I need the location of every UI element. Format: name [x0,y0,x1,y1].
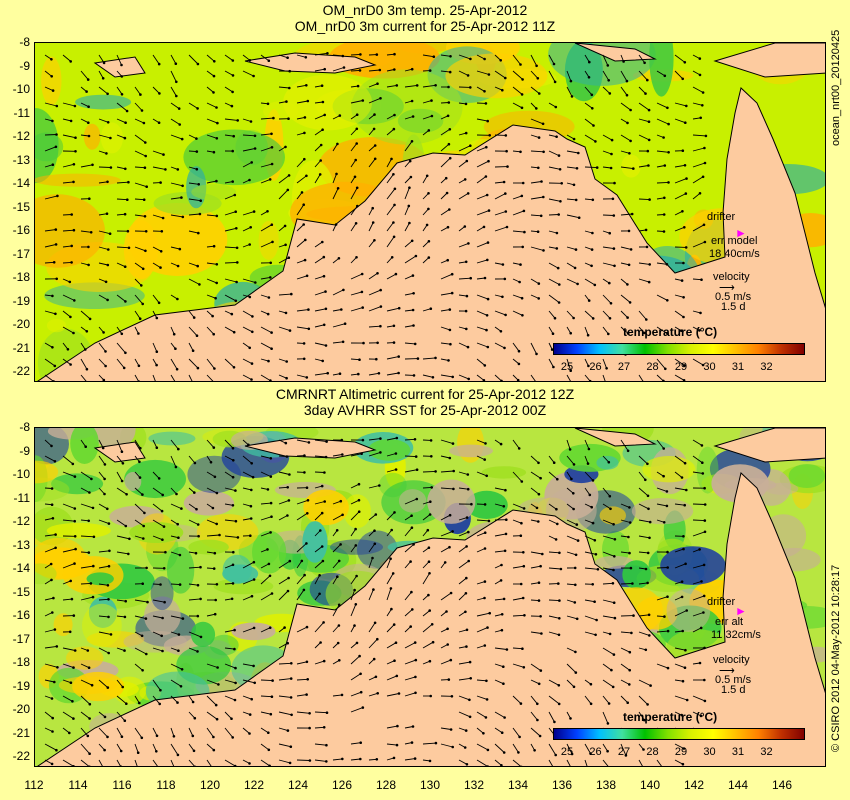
bottom-err-label: err alt [715,616,744,628]
colorbar-tick-label: 26 [589,746,602,758]
y-tick-label: -17 [12,631,30,646]
y-tick-label: -20 [12,702,30,716]
y-tick-label: -12 [12,129,30,143]
x-tick-label: 144 [727,778,749,792]
colorbar-tick-label: 31 [731,746,745,758]
colorbar-tick-label: 29 [674,361,688,373]
top-title-line2: OM_nrD0 3m current for 25-Apr-2012 11Z [294,18,556,34]
colorbar-tick-label: 29 [674,746,688,758]
y-tick-label: -18 [12,270,30,284]
x-tick-label: 140 [639,778,661,792]
bottom-map-panel: drifter ► err alt 11 32cm/s velocity ⟶ 0… [34,427,826,767]
y-tick-label: -18 [12,655,30,669]
colorbar-tick-label: 30 [703,746,716,758]
y-tick-label: -10 [12,82,30,96]
top-map-panel: drifter ► err model 18 40cm/s velocity ⟶… [34,42,826,382]
x-tick-label: 142 [683,778,705,792]
x-tick-label: 126 [331,778,353,792]
y-tick-label: -22 [12,364,30,378]
top-velocity-value: 0.5 m/s [715,291,752,303]
top-colorbar-title: temperature (°C) [623,325,718,339]
y-tick-label: -15 [12,199,30,214]
x-tick-label: 124 [287,778,309,792]
drifter-marker-icon: ► [735,604,747,618]
y-tick-label: -11 [13,490,30,505]
x-tick-label: 134 [507,778,529,792]
x-tick-label: 122 [243,778,265,792]
colorbar-tick-label: 28 [646,361,659,373]
colorbar-tick-label: 27 [617,746,631,758]
bottom-colorbar [553,728,805,740]
y-tick-label: -8 [19,420,30,434]
bottom-err-value: 11 32cm/s [711,629,761,641]
y-tick-label: -9 [19,58,30,73]
y-tick-label: -13 [12,152,30,167]
y-tick-label: -19 [12,678,30,693]
top-err-label: err model [711,235,758,247]
x-tick-label: 130 [419,778,441,792]
bottom-velocity-label: velocity [713,654,750,666]
x-tick-label: 136 [551,778,573,792]
velocity-arrow-icon: ⟶ [719,665,735,677]
y-tick-label: -15 [12,584,30,599]
x-tick-label: 114 [68,778,88,792]
y-tick-label: -14 [12,176,30,190]
y-tick-label: -22 [12,749,30,763]
bottom-current-arrows [44,436,707,766]
y-tick-label: -12 [12,514,30,528]
y-tick-label: -20 [12,317,30,331]
colorbar-tick-label: 26 [589,361,602,373]
x-tick-label: 132 [463,778,485,792]
y-tick-label: -13 [12,537,30,552]
y-tick-label: -10 [12,467,30,481]
top-velocity-label: velocity [713,271,750,283]
top-title-line1: OM_nrD0 3m temp. 25-Apr-2012 [322,2,528,18]
bottom-velocity-value: 0.5 m/s [715,674,752,686]
top-current-arrows [44,52,708,381]
y-tick-label: -16 [12,223,30,237]
x-tick-label: 112 [24,778,44,792]
right-label-top: ocean_nrt00_20120425 [830,29,842,146]
colorbar-tick-label: 28 [646,746,659,758]
bottom-drifter-label: drifter [707,596,736,608]
y-tick-label: -17 [12,246,30,261]
y-tick-label: -19 [12,293,30,308]
y-tick-label: -11 [13,105,30,120]
y-tick-label: -21 [12,340,30,355]
x-tick-label: 128 [375,778,397,792]
x-tick-label: 120 [199,778,221,792]
y-tick-label: -21 [12,725,30,740]
drifter-marker-icon: ► [735,226,747,240]
x-tick-label: 118 [156,778,176,792]
y-tick-label: -9 [19,443,30,458]
x-tick-label: 146 [771,778,793,792]
bottom-velocity-period: 1.5 d [721,684,746,696]
y-tick-label: -16 [12,608,30,622]
colorbar-tick-label: 30 [703,361,716,373]
colorbar-tick-label: 32 [760,746,773,758]
right-label-bottom: © CSIRO 2012 04-May-2012 10:28:17 [830,564,842,752]
x-tick-label: 116 [112,778,132,792]
top-err-value: 18 40cm/s [709,248,760,260]
y-tick-label: -8 [19,35,30,49]
bottom-title-line2: 3day AVHRR SST for 25-Apr-2012 00Z [303,402,547,418]
top-drifter-label: drifter [707,211,736,223]
velocity-arrow-icon: ⟶ [719,282,735,294]
y-tick-label: -14 [12,561,30,575]
colorbar-tick-label: 25 [560,361,574,373]
x-tick-label: 138 [595,778,617,792]
colorbar-tick-label: 32 [760,361,773,373]
top-colorbar [553,343,805,355]
bottom-title-line1: CMRNRT Altimetric current for 25-Apr-201… [275,386,575,402]
colorbar-tick-label: 27 [617,361,631,373]
colorbar-tick-label: 31 [731,361,745,373]
colorbar-tick-label: 25 [560,746,574,758]
bottom-colorbar-title: temperature (°C) [623,710,718,724]
bottom-land-mask [37,428,825,766]
top-velocity-period: 1.5 d [721,301,746,313]
